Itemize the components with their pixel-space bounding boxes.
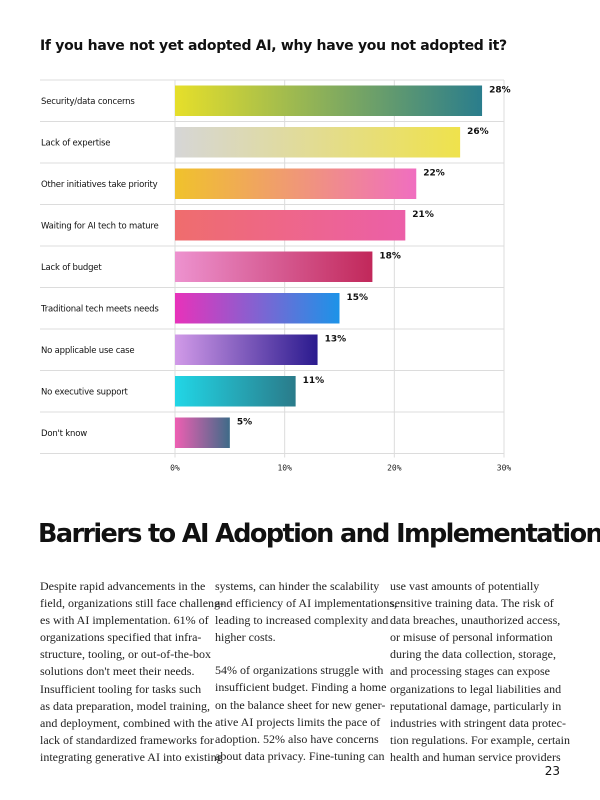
value-label: 13% bbox=[325, 335, 347, 345]
text-line: as data preparation, model training, bbox=[40, 698, 210, 713]
section-heading: Barriers to AI Adoption and Implementati… bbox=[38, 519, 600, 549]
text-line: and deployment, combined with the bbox=[40, 715, 213, 730]
text-line: integrating generative AI into existing bbox=[40, 749, 223, 764]
x-tick-label: 0% bbox=[170, 464, 180, 473]
text-line: use vast amounts of potentially bbox=[390, 579, 540, 593]
value-label: 15% bbox=[347, 293, 369, 303]
text-line: and processing stages can expose bbox=[390, 664, 550, 679]
text-line: adoption. 52% also have concerns bbox=[215, 731, 379, 746]
body-text-columns: Despite rapid advancements in the field, … bbox=[40, 578, 570, 766]
body-column-1: Despite rapid advancements in the field, … bbox=[40, 578, 225, 766]
body-paragraph: 54% of organizations struggle with insuff… bbox=[215, 662, 387, 765]
text-line: or misuse of personal information bbox=[390, 630, 553, 645]
text-line: about data privacy. Fine-tuning can bbox=[215, 748, 385, 763]
category-label: Traditional tech meets needs bbox=[40, 304, 159, 314]
body-column-3: use vast amounts of potentially sensitive… bbox=[390, 578, 570, 766]
text-line: health and human service providers bbox=[390, 749, 561, 764]
page-number: 23 bbox=[544, 764, 560, 778]
text-line: higher costs. bbox=[215, 630, 276, 645]
chart-title: If you have not yet adopted AI, why have… bbox=[40, 38, 507, 54]
text-line: field, organizations still face challeng… bbox=[40, 596, 225, 611]
text-line: solutions don't meet their needs. bbox=[40, 664, 195, 679]
text-line: during the data collection, storage, bbox=[390, 647, 556, 662]
text-line: reputational damage, particularly in bbox=[390, 698, 562, 713]
bar bbox=[175, 251, 373, 282]
category-label: Other initiatives take priority bbox=[41, 180, 158, 190]
text-line: on the balance sheet for new gener- bbox=[215, 697, 386, 712]
text-line: and efficiency of AI implementations, bbox=[215, 596, 398, 611]
bar-chart: Security/data concerns 28% Lack of experti… bbox=[40, 79, 512, 473]
text-line: structure, tooling, or out-of-the-box bbox=[40, 647, 211, 662]
category-label: Lack of budget bbox=[41, 263, 102, 273]
value-label: 26% bbox=[467, 127, 489, 137]
text-line: insufficient budget. Finding a home bbox=[215, 680, 387, 695]
x-tick-label: 30% bbox=[497, 464, 512, 473]
bar bbox=[175, 293, 340, 324]
text-line: ative AI projects limits the pace of bbox=[215, 714, 381, 729]
body-paragraph: Despite rapid advancements in the field, … bbox=[40, 578, 225, 766]
bar bbox=[175, 85, 483, 116]
value-label: 5% bbox=[237, 418, 252, 428]
text-line: leading to increased complexity and bbox=[215, 613, 389, 628]
value-label: 22% bbox=[423, 169, 445, 179]
text-line: sensitive training data. The risk of bbox=[390, 596, 554, 611]
category-label: No applicable use case bbox=[41, 346, 134, 356]
bar bbox=[175, 210, 406, 241]
x-tick-label: 10% bbox=[277, 464, 292, 473]
value-label: 28% bbox=[489, 86, 511, 96]
x-tick-label: 20% bbox=[387, 464, 402, 473]
category-label: Lack of expertise bbox=[41, 138, 110, 148]
text-line: lack of standardized frameworks for bbox=[40, 732, 214, 747]
text-line: organizations specified that infra- bbox=[40, 630, 202, 645]
text-line: Insufficient tooling for tasks such bbox=[40, 681, 202, 696]
bar bbox=[175, 334, 318, 365]
text-line: 54% of organizations struggle with bbox=[215, 663, 384, 678]
value-label: 11% bbox=[303, 376, 325, 386]
bar bbox=[175, 417, 230, 448]
bar bbox=[175, 127, 461, 158]
category-label: Don't know bbox=[41, 429, 87, 439]
text-line: data breaches, unauthorized access, bbox=[390, 613, 561, 628]
body-paragraph: systems, can hinder the scalability and e… bbox=[215, 578, 398, 646]
category-label: Security/data concerns bbox=[41, 97, 135, 107]
text-line: industries with stringent data protec- bbox=[390, 715, 566, 730]
value-label: 18% bbox=[379, 252, 401, 262]
value-label: 21% bbox=[412, 210, 434, 220]
text-line: tion regulations. For example, certain bbox=[390, 732, 570, 747]
text-line: systems, can hinder the scalability bbox=[215, 579, 380, 593]
bar bbox=[175, 168, 417, 199]
text-line: Despite rapid advancements in the bbox=[40, 579, 206, 593]
text-line: organizations to legal liabilities and bbox=[390, 681, 562, 696]
text-line: es with AI implementation. 61% of bbox=[40, 613, 209, 628]
category-label: No executive support bbox=[41, 387, 129, 397]
body-paragraph: use vast amounts of potentially sensitive… bbox=[390, 578, 570, 766]
body-column-2: systems, can hinder the scalability and e… bbox=[215, 578, 398, 766]
bar bbox=[175, 376, 296, 407]
category-label: Waiting for AI tech to mature bbox=[41, 221, 159, 231]
